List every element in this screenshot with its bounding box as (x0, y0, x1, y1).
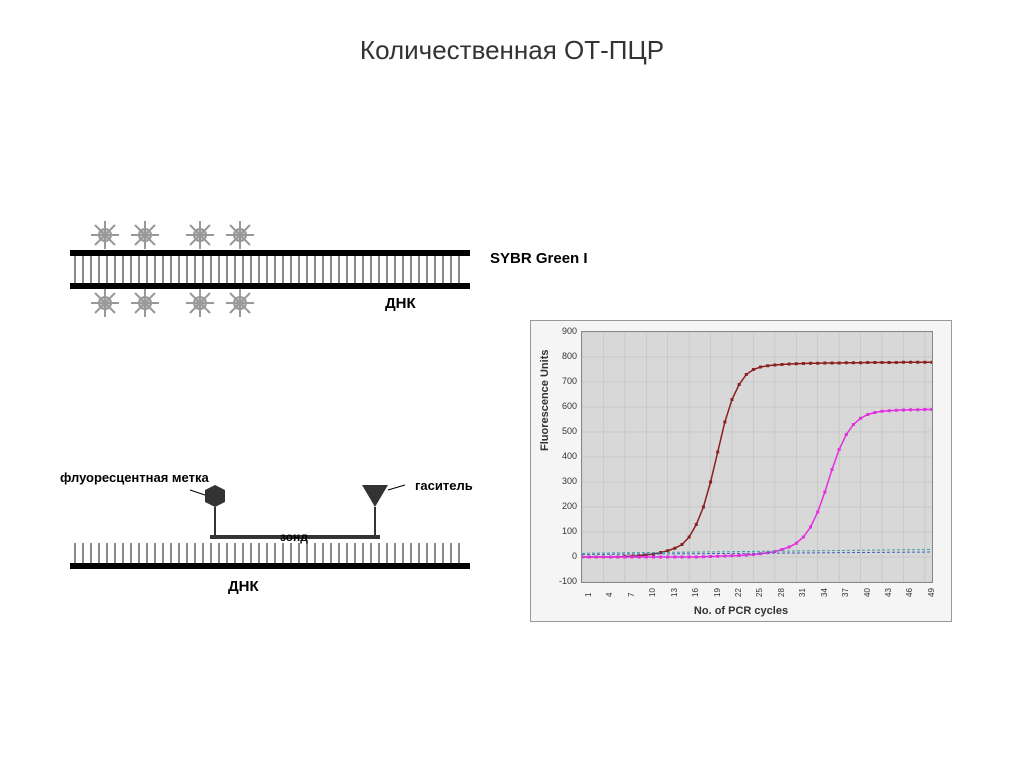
chart-xtick: 28 (777, 588, 786, 597)
chart-xtick: 1 (584, 593, 593, 597)
chart-ylabel: Fluorescence Units (539, 350, 551, 451)
dna-label-bottom: ДНК (228, 578, 259, 595)
chart-xtick: 16 (691, 588, 700, 597)
quencher-label: гаситель (415, 478, 473, 493)
chart-xtick: 40 (863, 588, 872, 597)
chart-xlabel: No. of PCR cycles (531, 605, 951, 617)
dna-label-top: ДНК (385, 295, 416, 312)
chart-xtick: 43 (884, 588, 893, 597)
chart-ytick: 700 (553, 376, 577, 386)
fluorophore-label: флуоресцентная метка (60, 470, 209, 486)
chart-xtick: 37 (841, 588, 850, 597)
chart-xtick: 22 (734, 588, 743, 597)
chart-ytick: 500 (553, 426, 577, 436)
chart-ytick: 400 (553, 451, 577, 461)
chart-xtick: 13 (670, 588, 679, 597)
chart-ytick: 0 (553, 551, 577, 561)
chart-ytick: 800 (553, 351, 577, 361)
pcr-chart: Fluorescence Units No. of PCR cycles -10… (530, 320, 952, 622)
chart-xtick: 10 (648, 588, 657, 597)
chart-ytick: -100 (553, 576, 577, 586)
chart-xtick: 31 (798, 588, 807, 597)
sybr-green-label: SYBR Green I (490, 250, 588, 267)
chart-ytick: 300 (553, 476, 577, 486)
chart-xtick: 49 (927, 588, 936, 597)
chart-xtick: 25 (755, 588, 764, 597)
chart-xtick: 19 (713, 588, 722, 597)
chart-svg (582, 332, 932, 582)
chart-xtick: 34 (820, 588, 829, 597)
chart-ytick: 200 (553, 501, 577, 511)
chart-ytick: 600 (553, 401, 577, 411)
page-title: Количественная ОТ-ПЦР (0, 35, 1024, 66)
sybr-dna-diagram (60, 195, 480, 335)
chart-ytick: 900 (553, 326, 577, 336)
chart-ytick: 100 (553, 526, 577, 536)
quencher-triangle-icon (362, 485, 388, 507)
chart-xtick: 4 (605, 593, 614, 597)
probe-label: зонд (280, 530, 308, 544)
chart-xtick: 46 (905, 588, 914, 597)
chart-plot-area (581, 331, 933, 583)
chart-xtick: 7 (627, 593, 636, 597)
fluorophore-hexagon-icon (205, 485, 225, 507)
